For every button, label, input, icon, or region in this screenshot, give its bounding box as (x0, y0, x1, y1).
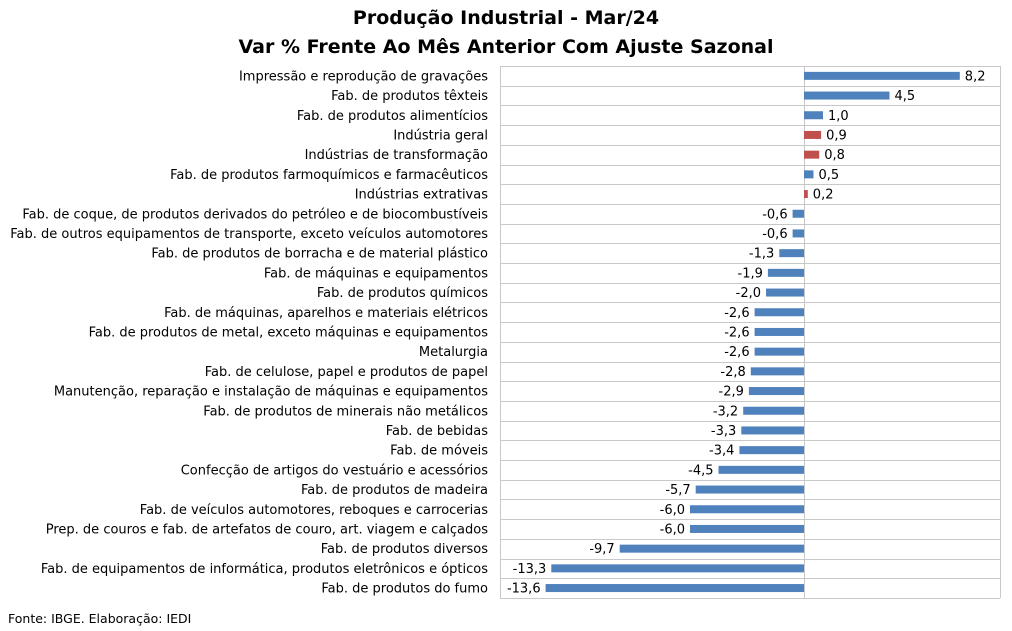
data-label: 8,2 (965, 69, 986, 84)
data-label: 0,5 (819, 168, 840, 183)
bar (804, 190, 808, 199)
category-label: Prep. de couros e fab. de artefatos de c… (46, 522, 488, 537)
data-label: 0,2 (813, 188, 834, 203)
data-label: -2,0 (736, 286, 761, 301)
data-label: -0,6 (762, 227, 787, 242)
bar (718, 465, 804, 474)
bar (754, 347, 804, 356)
data-label: -9,7 (589, 542, 614, 557)
category-label: Manutenção, reparação e instalação de má… (54, 385, 488, 400)
bar (767, 268, 804, 277)
category-label: Fab. de celulose, papel e produtos de pa… (205, 365, 488, 380)
data-label: 1,0 (828, 109, 849, 124)
bar (690, 505, 804, 514)
data-label: -6,0 (660, 522, 685, 537)
data-label: -1,3 (749, 247, 774, 262)
category-label: Indústrias de transformação (305, 148, 488, 163)
bar (754, 308, 804, 317)
category-label: Fab. de máquinas, aparelhos e materiais … (164, 306, 488, 321)
bar (748, 387, 804, 396)
category-label: Confecção de artigos do vestuário e aces… (181, 463, 489, 478)
bar (804, 170, 814, 179)
category-label: Fab. de produtos têxteis (331, 89, 488, 104)
category-label: Impressão e reprodução de gravações (239, 69, 488, 84)
data-label: -4,5 (688, 463, 713, 478)
bar (545, 584, 804, 593)
category-label: Fab. de outros equipamentos de transport… (10, 227, 488, 242)
data-label: 0,8 (824, 148, 845, 163)
category-label: Fab. de produtos do fumo (321, 582, 488, 597)
data-label: -2,6 (724, 345, 749, 360)
bar (804, 111, 823, 120)
category-label: Fab. de móveis (390, 444, 488, 459)
category-label: Indústrias extrativas (355, 188, 489, 203)
bar (743, 406, 804, 415)
data-label: -2,6 (724, 306, 749, 321)
bar (754, 327, 804, 336)
data-label: -0,6 (762, 207, 787, 222)
category-label: Fab. de máquinas e equipamentos (264, 266, 488, 281)
category-label: Metalurgia (419, 345, 488, 360)
data-label: 0,9 (826, 128, 847, 143)
data-label: -13,6 (507, 582, 541, 597)
category-label: Fab. de produtos de minerais não metálic… (203, 404, 488, 419)
bar (690, 524, 804, 533)
data-label: -2,9 (719, 385, 744, 400)
bar (804, 71, 960, 80)
data-label: -3,3 (711, 424, 736, 439)
category-label: Fab. de equipamentos de informática, pro… (41, 562, 488, 577)
category-label: Fab. de produtos alimentícios (297, 109, 488, 124)
category-label: Fab. de produtos químicos (317, 286, 488, 301)
data-label: -3,4 (709, 444, 734, 459)
bar (804, 130, 822, 139)
chart-title: Produção Industrial - Mar/24 (352, 7, 660, 29)
data-label: -3,2 (713, 404, 738, 419)
bar (619, 544, 804, 553)
chart-subtitle: Var % Frente Ao Mês Anterior Com Ajuste … (238, 36, 774, 58)
bar (804, 150, 820, 159)
category-label: Fab. de produtos de madeira (301, 483, 488, 498)
bar (792, 209, 804, 218)
bar (739, 446, 804, 455)
bar (804, 91, 890, 100)
bar (792, 229, 804, 238)
category-label: Fab. de bebidas (386, 424, 488, 439)
bar (695, 485, 804, 494)
data-label: -6,0 (660, 503, 685, 518)
data-label: -1,9 (738, 266, 763, 281)
data-label: -2,6 (724, 325, 749, 340)
category-label: Indústria geral (393, 128, 488, 143)
data-label: 4,5 (895, 89, 916, 104)
source-note: Fonte: IBGE. Elaboração: IEDI (8, 611, 192, 626)
data-label: -5,7 (665, 483, 690, 498)
bar (779, 249, 804, 258)
data-label: -2,8 (720, 365, 745, 380)
bar (741, 426, 804, 435)
category-label: Fab. de produtos farmoquímicos e farmacê… (170, 168, 488, 183)
bar (766, 288, 804, 297)
category-label: Fab. de coque, de produtos derivados do … (22, 207, 488, 222)
data-label: -13,3 (513, 562, 547, 577)
category-label: Fab. de produtos diversos (321, 542, 488, 557)
category-label: Fab. de veículos automotores, reboques e… (140, 503, 488, 518)
bar (551, 564, 804, 573)
bar (750, 367, 804, 376)
category-label: Fab. de produtos de borracha e de materi… (151, 247, 488, 262)
category-label: Fab. de produtos de metal, exceto máquin… (89, 325, 489, 340)
